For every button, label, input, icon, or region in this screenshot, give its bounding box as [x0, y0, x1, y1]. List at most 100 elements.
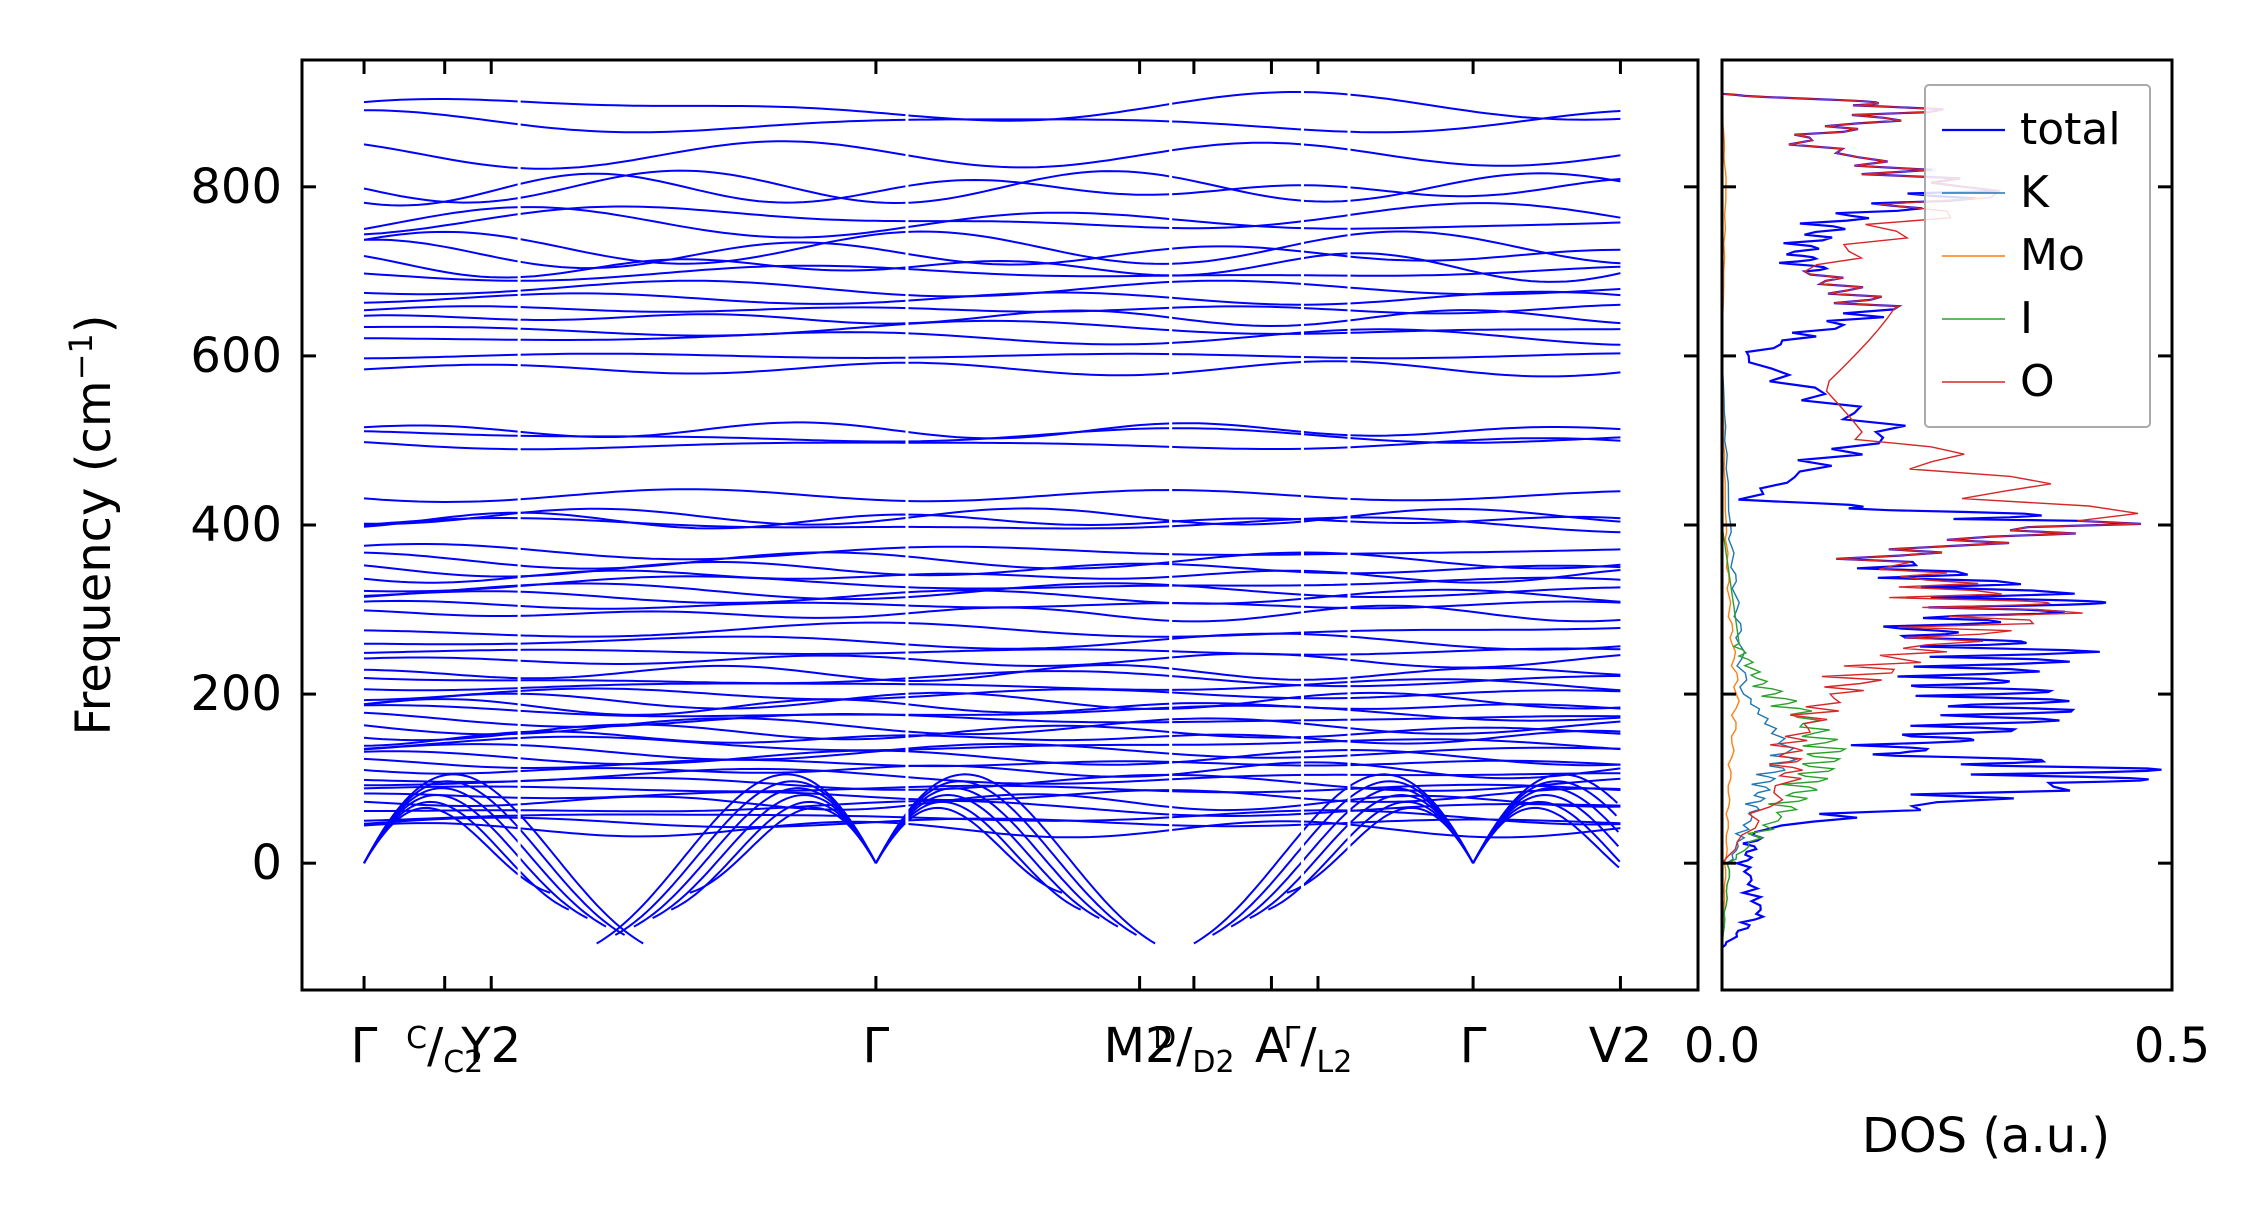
- band-line: [363, 290, 1621, 306]
- acoustic-band-line: [363, 793, 588, 919]
- legend-label-o: O: [2020, 356, 2055, 407]
- band-line: [363, 360, 1621, 378]
- band-line: [363, 632, 1621, 651]
- band-line: [363, 735, 1621, 752]
- band-line: [363, 507, 1621, 526]
- x-tick-label: M2: [1104, 1018, 1176, 1074]
- band-line: [363, 569, 1621, 584]
- dos-series-k: [1722, 93, 1799, 948]
- dos-series-i: [1722, 93, 1848, 948]
- x-tick-label: V2: [1589, 1018, 1652, 1074]
- band-line: [363, 647, 1621, 656]
- acoustic-band-line: [670, 800, 877, 911]
- acoustic-band-line: [363, 787, 607, 928]
- band-path-dividers: [517, 60, 1351, 990]
- dos-series-mo: [1722, 93, 1740, 948]
- y-tick-label: 400: [190, 497, 282, 553]
- band-line: [363, 621, 1621, 638]
- band-line: [363, 691, 1621, 711]
- x-tick-label: A: [1255, 1018, 1288, 1074]
- dos-ticks: 0.0 0.5: [1684, 185, 2210, 1074]
- band-line: [363, 687, 1621, 702]
- band-line: [363, 816, 1621, 829]
- band-line: [363, 516, 1621, 534]
- band-line: [363, 652, 1621, 669]
- legend-label-k: K: [2020, 167, 2050, 218]
- band-line: [363, 238, 1621, 270]
- band-line: [363, 761, 1621, 780]
- band-line: [363, 252, 1621, 283]
- band-line: [363, 757, 1621, 769]
- acoustic-band-line: [614, 780, 877, 936]
- band-line: [363, 230, 1621, 265]
- band-line: [363, 172, 1621, 207]
- band-line: [363, 264, 1621, 282]
- band-line: [363, 820, 1621, 839]
- dos-series-o: [1722, 93, 2142, 948]
- acoustic-band-line: [875, 787, 1119, 928]
- band-line: [363, 717, 1621, 736]
- dos-legend: total K Mo IO: [1924, 84, 2151, 428]
- band-line: [363, 748, 1621, 767]
- x-tick-label: D/D2: [1153, 1018, 1234, 1080]
- acoustic-band-line: [875, 773, 1156, 945]
- band-line: [363, 437, 1621, 451]
- x-tick-label: Y2: [460, 1018, 521, 1074]
- y-tick-label: 0: [251, 835, 282, 891]
- band-line: [363, 698, 1621, 716]
- x-tick-label: Γ/L2: [1284, 1018, 1353, 1080]
- acoustic-band-line: [875, 780, 1138, 936]
- band-line: [363, 588, 1621, 605]
- band-line: [363, 729, 1621, 747]
- legend-label-total: total: [2020, 104, 2121, 155]
- acoustic-band-line: [1211, 780, 1474, 936]
- band-line: [363, 427, 1621, 444]
- legend-frame: [1924, 84, 2151, 428]
- dos-series-total: [1722, 92, 2162, 949]
- x-tick-label: C/C2: [406, 1018, 483, 1080]
- band-line: [364, 109, 1621, 134]
- acoustic-band-line: [1249, 793, 1474, 919]
- band-line: [363, 575, 1621, 593]
- band-line: [363, 604, 1621, 623]
- acoustic-band-line: [875, 800, 1082, 911]
- band-line: [363, 488, 1621, 504]
- acoustic-band-line: [363, 800, 570, 911]
- band-line: [363, 663, 1621, 682]
- acoustic-band-line: [1472, 773, 1618, 864]
- acoustic-band-line: [363, 773, 644, 945]
- dos-x-tick-label: 0.5: [2134, 1018, 2210, 1074]
- acoustic-band-line: [633, 787, 877, 928]
- band-line: [363, 169, 1621, 205]
- band-line: [363, 670, 1621, 688]
- x-tick-label: Γ: [351, 1018, 378, 1074]
- legend-label-i: I: [2020, 293, 2033, 344]
- acoustic-band-line: [652, 793, 877, 919]
- band-line: [363, 511, 1621, 530]
- band-line: [363, 206, 1621, 239]
- acoustic-band-line: [1286, 806, 1474, 894]
- band-line: [363, 723, 1621, 742]
- x-tick-label: Γ: [863, 1018, 890, 1074]
- band-line: [363, 551, 1621, 570]
- dos-x-tick-label: 0.0: [1684, 1018, 1760, 1074]
- band-y-ticks: 0 200 400 600 800: [190, 159, 1698, 891]
- acoustic-band-line: [596, 773, 877, 945]
- acoustic-band-line: [1193, 773, 1474, 945]
- acoustic-band-line: [875, 793, 1100, 919]
- band-line: [363, 543, 1621, 561]
- acoustic-band-line: [689, 806, 877, 894]
- dos-panel: 0.0 0.5 DOS (a.u.) total K Mo IO: [1684, 58, 2210, 1164]
- x-tick-label: Γ: [1460, 1018, 1487, 1074]
- legend-label-mo: Mo: [2020, 230, 2085, 281]
- band-lines: [363, 91, 1621, 945]
- y-tick-label: 200: [190, 666, 282, 722]
- dos-x-axis-label: DOS (a.u.): [1862, 1108, 2110, 1164]
- band-line: [363, 140, 1621, 170]
- dos-lines: [1722, 92, 2162, 949]
- band-line: [363, 809, 1621, 826]
- acoustic-band-line: [363, 780, 626, 936]
